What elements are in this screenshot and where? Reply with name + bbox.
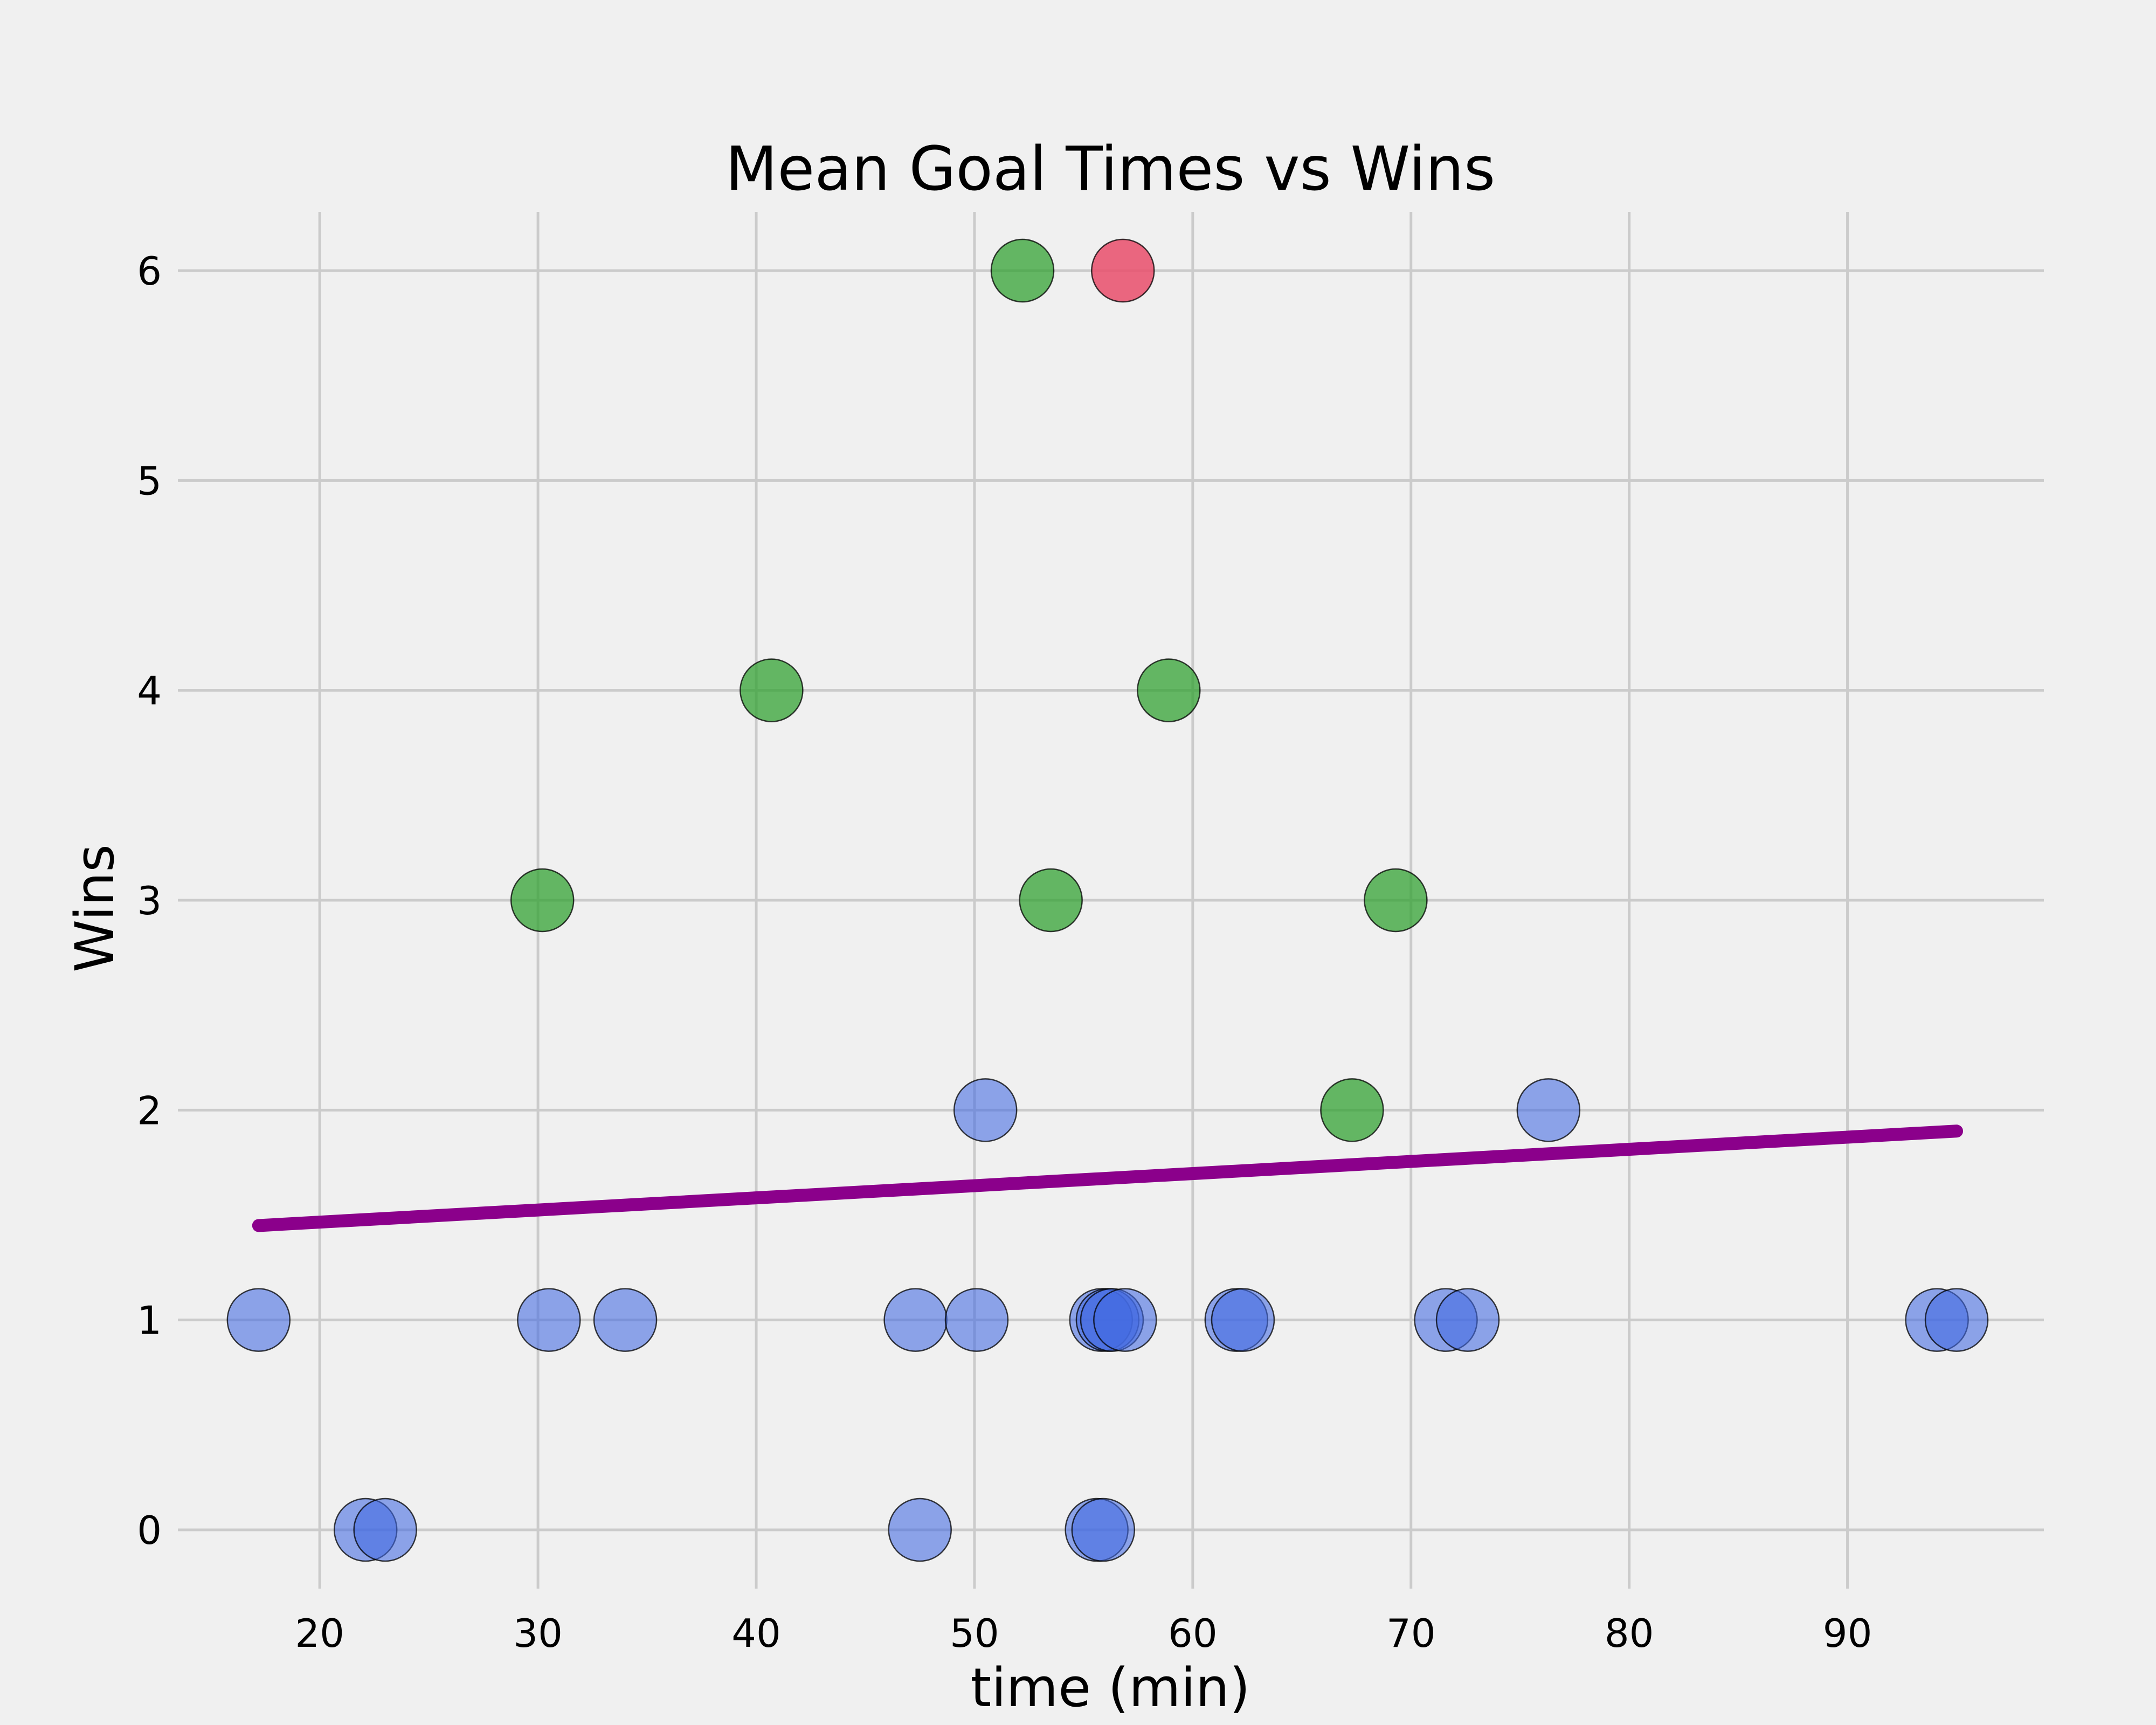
y-tick-label: 0: [137, 1508, 162, 1553]
data-point: [1364, 868, 1428, 933]
data-point: [1019, 868, 1083, 933]
data-point: [1924, 1288, 1989, 1352]
tick-labels: 20 30 40 50 60 70 80 90 0 1 2 3 4 5 6: [137, 249, 1872, 1656]
grid: [178, 212, 2044, 1589]
data-point: [1320, 1078, 1384, 1142]
data-point: [1516, 1078, 1581, 1142]
data-point: [1211, 1288, 1275, 1352]
data-point: [888, 1498, 952, 1562]
points-layer: [226, 238, 1989, 1562]
y-axis-label: Wins: [64, 844, 126, 972]
data-point: [944, 1288, 1009, 1352]
data-point: [510, 868, 575, 933]
data-point: [1137, 658, 1201, 722]
x-tick-label: 30: [513, 1611, 563, 1656]
data-point: [353, 1498, 417, 1562]
y-tick-label: 2: [137, 1088, 162, 1133]
x-tick-label: 80: [1605, 1611, 1654, 1656]
data-point: [953, 1078, 1018, 1142]
x-tick-label: 60: [1168, 1611, 1218, 1656]
data-point: [883, 1288, 948, 1352]
data-point: [517, 1288, 581, 1352]
data-point: [1435, 1288, 1500, 1352]
data-point: [740, 658, 804, 722]
y-tick-label: 4: [137, 668, 162, 714]
x-tick-label: 50: [950, 1611, 999, 1656]
data-point: [990, 238, 1055, 303]
y-tick-label: 6: [137, 249, 162, 294]
trend-line-layer: [252, 1124, 1964, 1232]
data-point: [1091, 238, 1155, 303]
chart-title: Mean Goal Times vs Wins: [725, 134, 1495, 204]
data-point: [226, 1288, 291, 1352]
x-tick-label: 40: [731, 1611, 781, 1656]
x-tick-label: 70: [1386, 1611, 1436, 1656]
data-point: [1093, 1288, 1157, 1352]
data-point: [1071, 1498, 1136, 1562]
x-tick-label: 20: [295, 1611, 344, 1656]
x-tick-label: 90: [1823, 1611, 1872, 1656]
y-tick-label: 3: [137, 878, 162, 923]
data-point: [593, 1288, 658, 1352]
y-tick-label: 5: [137, 458, 162, 503]
x-axis-label: time (min): [970, 1657, 1250, 1719]
trend-line: [252, 1124, 1964, 1232]
y-tick-label: 1: [137, 1298, 162, 1343]
